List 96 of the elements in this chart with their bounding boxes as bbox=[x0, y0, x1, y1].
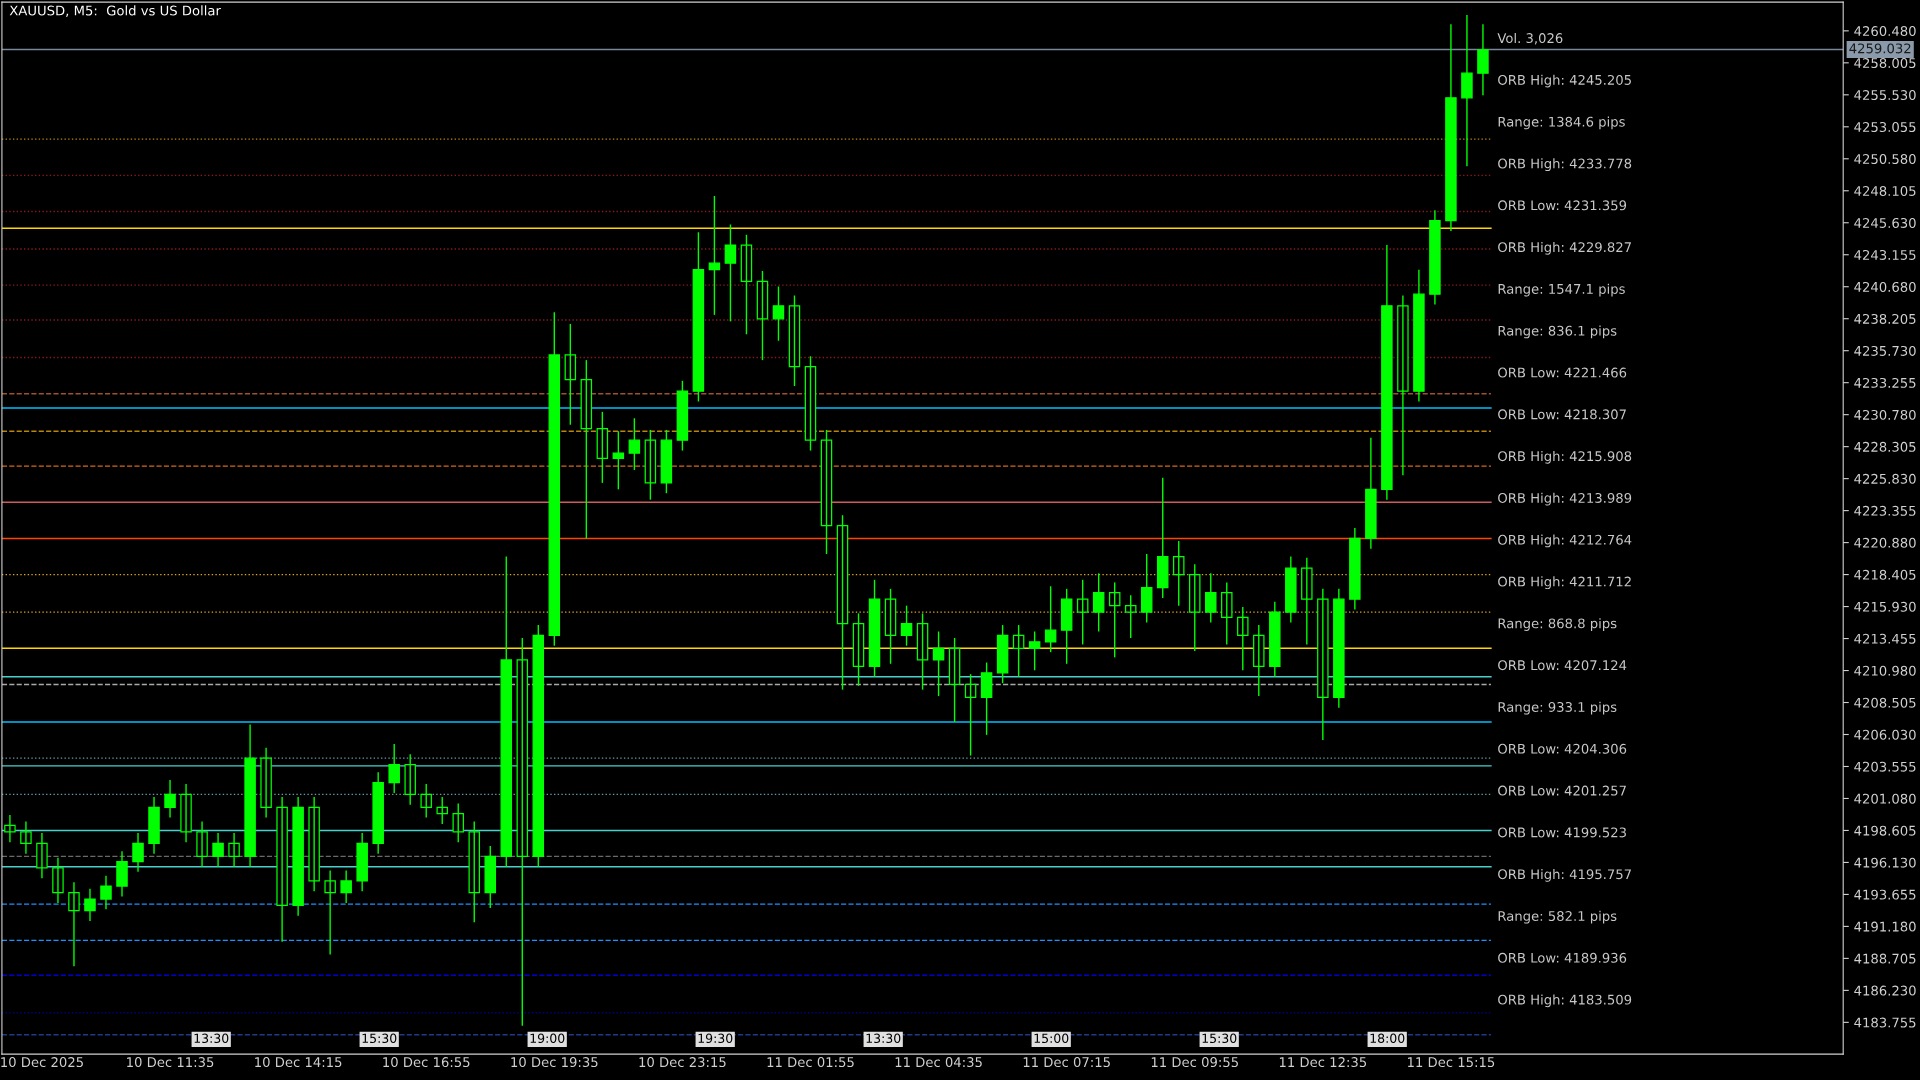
y-tick-label: 4233.255 bbox=[1854, 377, 1916, 388]
y-tick-label: 4240.680 bbox=[1854, 281, 1916, 292]
annotation: Range: 868.8 pips bbox=[1498, 618, 1617, 631]
x-tick-label: 10 Dec 23:15 bbox=[639, 1057, 726, 1068]
annotation: ORB High: 4211.712 bbox=[1498, 576, 1631, 590]
y-tick-label: 4215.930 bbox=[1854, 601, 1916, 612]
candlestick bbox=[484, 845, 497, 909]
annotation: ORB High: 4213.989 bbox=[1498, 492, 1632, 506]
y-tick-label: 4245.630 bbox=[1854, 217, 1916, 228]
x-tick-label: 10 Dec 19:35 bbox=[511, 1057, 598, 1068]
chart-title: XAUUSD, M5: Gold vs US Dollar bbox=[9, 5, 221, 17]
y-tick-label: 4235.730 bbox=[1854, 345, 1916, 356]
y-tick-label: 4220.880 bbox=[1854, 537, 1916, 548]
candlestick bbox=[1253, 624, 1265, 697]
annotation: ORB Low: 4204.306 bbox=[1498, 743, 1627, 754]
y-tick-label: 4258.005 bbox=[1854, 58, 1916, 69]
annotation: ORB Low: 4207.124 bbox=[1498, 660, 1627, 671]
annotation: Range: 1547.1 pips bbox=[1498, 283, 1625, 297]
y-tick-label: 4218.405 bbox=[1854, 569, 1916, 580]
y-tick-label: 4260.480 bbox=[1854, 26, 1916, 37]
candlestick bbox=[468, 820, 480, 923]
annotation: 18:00 bbox=[1370, 1033, 1405, 1044]
annotation: 15:30 bbox=[362, 1033, 397, 1044]
x-tick-label: 10 Dec 14:15 bbox=[255, 1057, 342, 1068]
x-tick-label: 11 Dec 12:35 bbox=[1279, 1057, 1367, 1068]
candlestick bbox=[100, 875, 112, 911]
y-tick-label: 4210.980 bbox=[1854, 665, 1916, 676]
candlestick bbox=[1269, 601, 1281, 678]
candlestick bbox=[1172, 540, 1185, 607]
y-tick-label: 4188.705 bbox=[1854, 953, 1916, 964]
y-tick-label: 4250.580 bbox=[1854, 154, 1916, 164]
candlestick bbox=[404, 753, 416, 806]
annotation: ORB Low: 4201.257 bbox=[1498, 785, 1626, 796]
y-tick-label: 4183.755 bbox=[1854, 1017, 1916, 1028]
annotation: ORB High: 4183.509 bbox=[1498, 994, 1632, 1008]
candlestick bbox=[1237, 606, 1249, 671]
candlestick bbox=[724, 223, 737, 323]
x-tick-label: 11 Dec 15:15 bbox=[1408, 1057, 1495, 1068]
candlestick bbox=[1028, 630, 1041, 671]
y-tick-label: 4213.455 bbox=[1854, 633, 1916, 644]
y-tick-label: 4201.080 bbox=[1854, 793, 1916, 804]
annotation: Vol. 3,026 bbox=[1497, 32, 1563, 45]
y-tick-label: 4193.655 bbox=[1854, 889, 1916, 900]
annotation: 13:30 bbox=[866, 1033, 901, 1044]
y-tick-label: 4191.180 bbox=[1854, 921, 1916, 932]
annotation: Range: 933.1 pips bbox=[1498, 701, 1617, 715]
y-tick-label: 4196.130 bbox=[1854, 857, 1916, 868]
annotation: ORB High: 4215.908 bbox=[1498, 450, 1632, 464]
x-tick-label: 11 Dec 09:55 bbox=[1151, 1057, 1238, 1068]
candlestick bbox=[452, 802, 464, 843]
annotation: Range: 836.1 pips bbox=[1498, 325, 1617, 339]
candlestick bbox=[1221, 581, 1233, 646]
annotation: 15:00 bbox=[1034, 1033, 1069, 1044]
x-tick-label: 10 Dec 16:55 bbox=[383, 1057, 470, 1068]
y-tick-label: 4255.530 bbox=[1854, 90, 1916, 101]
annotation: ORB High: 4233.778 bbox=[1498, 158, 1632, 172]
y-tick-label: 4223.355 bbox=[1854, 505, 1916, 516]
annotation: ORB High: 4212.764 bbox=[1498, 534, 1632, 548]
candlestick bbox=[1124, 594, 1137, 639]
y-tick-label: 4186.230 bbox=[1854, 985, 1916, 996]
annotation: ORB Low: 4218.307 bbox=[1498, 409, 1626, 420]
y-tick-label: 4253.055 bbox=[1854, 122, 1916, 132]
x-tick-label: 11 Dec 07:15 bbox=[1023, 1057, 1110, 1068]
annotation: ORB High: 4195.757 bbox=[1498, 868, 1631, 882]
y-tick-label: 4243.155 bbox=[1854, 249, 1916, 260]
y-tick-label: 4248.105 bbox=[1854, 185, 1916, 196]
annotation: ORB High: 4229.827 bbox=[1498, 241, 1631, 255]
candlestick bbox=[500, 555, 513, 868]
x-tick-label: 11 Dec 01:55 bbox=[767, 1057, 854, 1068]
annotation: ORB High: 4245.205 bbox=[1498, 74, 1631, 88]
candlestick bbox=[1189, 563, 1201, 652]
x-tick-label: 10 Dec 2025 bbox=[1, 1057, 83, 1068]
y-tick-label: 4225.830 bbox=[1854, 473, 1916, 484]
y-tick-label: 4198.605 bbox=[1854, 825, 1916, 836]
annotation: 15:30 bbox=[1202, 1033, 1237, 1044]
candlestick bbox=[420, 783, 432, 819]
annotation: ORB Low: 4221.466 bbox=[1498, 367, 1627, 378]
ref-line-label: 4259.032 bbox=[1849, 43, 1911, 54]
annotation: ORB Low: 4199.523 bbox=[1498, 827, 1626, 838]
y-tick-label: 4203.555 bbox=[1854, 761, 1916, 772]
annotation: 13:30 bbox=[194, 1033, 229, 1044]
y-tick-label: 4208.505 bbox=[1854, 697, 1916, 708]
annotation: Range: 582.1 pips bbox=[1498, 910, 1617, 924]
x-tick-label: 11 Dec 04:35 bbox=[895, 1057, 982, 1068]
y-tick-label: 4238.205 bbox=[1854, 313, 1916, 324]
y-tick-label: 4230.780 bbox=[1854, 409, 1916, 420]
candlestick bbox=[1205, 572, 1217, 624]
x-tick-label: 10 Dec 11:35 bbox=[127, 1057, 214, 1068]
annotation: ORB Low: 4189.936 bbox=[1498, 952, 1627, 963]
annotation: 19:30 bbox=[698, 1033, 733, 1044]
annotation: Range: 1384.6 pips bbox=[1498, 116, 1625, 130]
annotation: ORB Low: 4231.359 bbox=[1498, 200, 1627, 211]
candlestick bbox=[1156, 477, 1169, 599]
y-tick-label: 4228.305 bbox=[1854, 441, 1916, 452]
annotation: 19:00 bbox=[530, 1033, 565, 1044]
y-tick-label: 4206.030 bbox=[1854, 729, 1916, 740]
